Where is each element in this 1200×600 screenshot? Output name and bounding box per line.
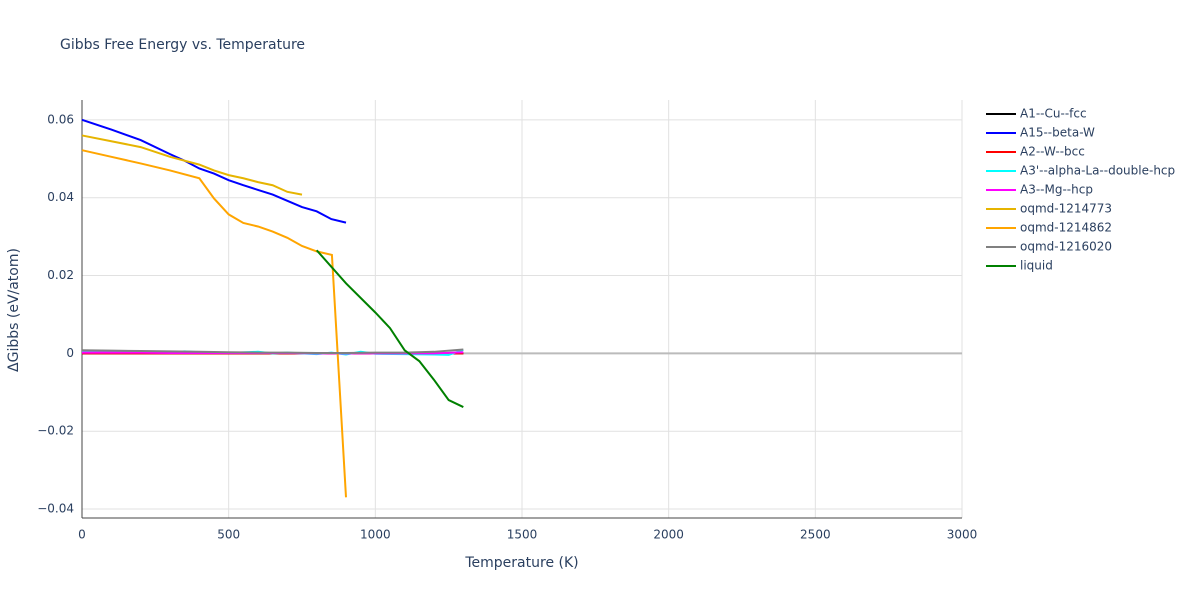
x-tick-label: 0 [78,528,86,542]
chart-title: Gibbs Free Energy vs. Temperature [60,37,305,53]
y-tick-label: −0.02 [37,424,74,438]
series-line [81,134,303,196]
x-tick-label: 1500 [507,528,538,542]
x-axis-title: Temperature (K) [464,555,578,571]
y-tick-label: 0.02 [47,268,74,282]
x-tick-label: 500 [217,528,240,542]
y-axis-title: ΔGibbs (eV/atom) [6,248,22,372]
x-tick-label: 3000 [947,528,978,542]
series-line [81,118,347,224]
legend-label: oqmd-1214773 [1020,202,1112,216]
y-tick-label: −0.04 [37,502,74,516]
legend-label: oqmd-1216020 [1020,240,1112,254]
legend-label: A3'--alpha-La--double-hcp [1020,164,1175,178]
legend-label: A2--W--bcc [1020,145,1085,159]
x-tick-label: 2500 [800,528,831,542]
series-line [81,348,464,354]
legend-label: liquid [1020,259,1053,273]
legend-label: A1--Cu--fcc [1020,107,1087,121]
legend-label: oqmd-1214862 [1020,221,1112,235]
series-line [315,249,464,408]
x-tick-label: 1000 [360,528,391,542]
y-tick-label: 0.06 [47,112,74,126]
x-tick-label: 2000 [653,528,684,542]
legend-label: A15--beta-W [1020,126,1095,140]
y-tick-label: 0.04 [47,190,74,204]
legend-label: A3--Mg--hcp [1020,183,1093,197]
y-tick-label: 0 [66,346,74,360]
series-line [81,149,347,498]
